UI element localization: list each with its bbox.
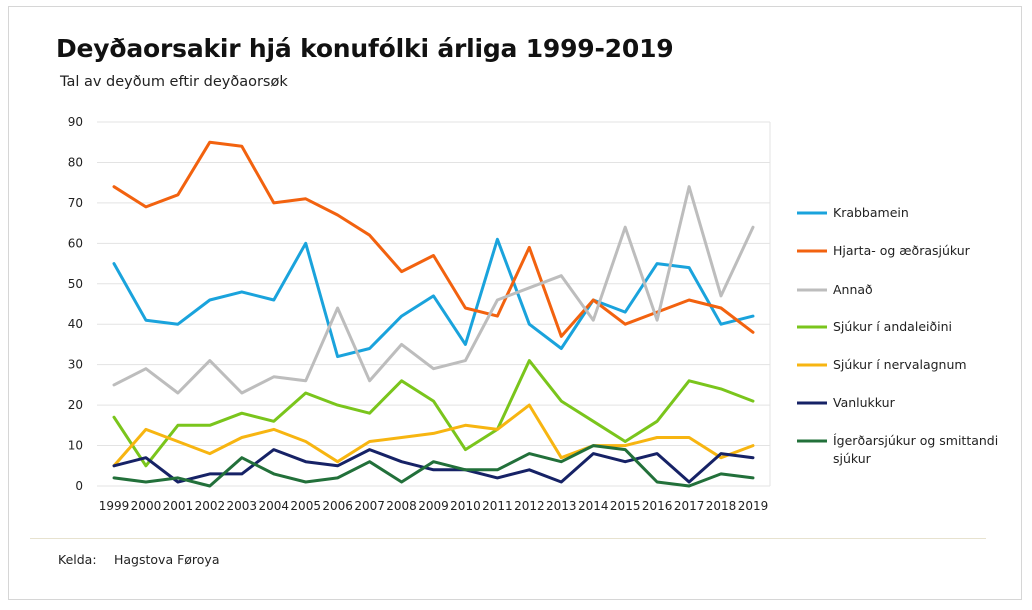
x-tick-label: 2015 bbox=[610, 499, 641, 513]
chart-frame bbox=[8, 6, 1022, 600]
legend-label: Sjúkur í nervalagnum bbox=[833, 357, 967, 372]
y-tick-label: 30 bbox=[68, 358, 83, 372]
source-divider bbox=[30, 538, 986, 539]
chart-title: Deyðaorsakir hjá konufólki árliga 1999-2… bbox=[56, 34, 674, 63]
chart-subtitle: Tal av deyðum eftir deyðaorsøk bbox=[60, 74, 288, 90]
x-tick-label: 2002 bbox=[195, 499, 226, 513]
x-tick-label: 2006 bbox=[322, 499, 353, 513]
legend-label: Vanlukkur bbox=[833, 395, 896, 410]
source-label: Kelda: bbox=[58, 552, 97, 567]
legend-label: Ígerðarsjúkur og smittandi sjúkur bbox=[833, 433, 998, 466]
series-line-3 bbox=[112, 185, 755, 395]
x-tick-label: 2013 bbox=[546, 499, 577, 513]
series-line-6 bbox=[112, 448, 755, 484]
x-tick-label: 2016 bbox=[642, 499, 673, 513]
x-tick-label: 2005 bbox=[290, 499, 321, 513]
x-tick-label: 2018 bbox=[706, 499, 737, 513]
x-tick-label: 2007 bbox=[354, 499, 385, 513]
x-tick-label: 2008 bbox=[386, 499, 417, 513]
x-axis-ticks: 1999 2000 2001 2002 2003 2004 2005 2006 2007 2008… bbox=[99, 499, 769, 513]
legend-label: Hjarta- og æðrasjúkur bbox=[833, 243, 971, 258]
y-axis-ticks: 0 10 20 30 40 50 60 70 80 90 bbox=[68, 115, 83, 493]
x-tick-label: 2014 bbox=[578, 499, 609, 513]
y-tick-label: 90 bbox=[68, 115, 83, 129]
y-tick-label: 40 bbox=[68, 317, 83, 331]
y-tick-label: 50 bbox=[68, 277, 83, 291]
y-tick-label: 70 bbox=[68, 196, 83, 210]
x-tick-label: 2012 bbox=[514, 499, 545, 513]
x-tick-label: 1999 bbox=[99, 499, 130, 513]
y-tick-label: 60 bbox=[68, 236, 83, 250]
x-tick-label: 2010 bbox=[450, 499, 481, 513]
x-tick-label: 2003 bbox=[227, 499, 258, 513]
x-tick-label: 2001 bbox=[163, 499, 194, 513]
legend: Krabbamein Hjarta- og æðrasjúkur Annað Sjúk… bbox=[797, 205, 998, 466]
x-tick-label: 2017 bbox=[674, 499, 705, 513]
x-tick-label: 2019 bbox=[738, 499, 769, 513]
series-line-2 bbox=[112, 140, 755, 338]
legend-label: Annað bbox=[833, 282, 873, 297]
x-tick-label: 2009 bbox=[418, 499, 449, 513]
y-tick-label: 80 bbox=[68, 155, 83, 169]
y-tick-label: 0 bbox=[75, 479, 83, 493]
y-tick-label: 10 bbox=[68, 439, 83, 453]
series-line-1 bbox=[112, 237, 755, 359]
gridlines bbox=[97, 121, 771, 487]
y-tick-label: 20 bbox=[68, 398, 83, 412]
x-tick-label: 2004 bbox=[258, 499, 289, 513]
series-line-5 bbox=[112, 403, 755, 468]
legend-label: Krabbamein bbox=[833, 205, 909, 220]
legend-label: Sjúkur í andaleiðini bbox=[833, 319, 952, 334]
series-lines bbox=[112, 140, 755, 488]
x-tick-label: 2000 bbox=[131, 499, 162, 513]
series-line-7 bbox=[112, 444, 755, 488]
source-value: Hagstova Føroya bbox=[114, 552, 220, 567]
series-line-4 bbox=[112, 359, 755, 468]
x-tick-label: 2011 bbox=[482, 499, 513, 513]
